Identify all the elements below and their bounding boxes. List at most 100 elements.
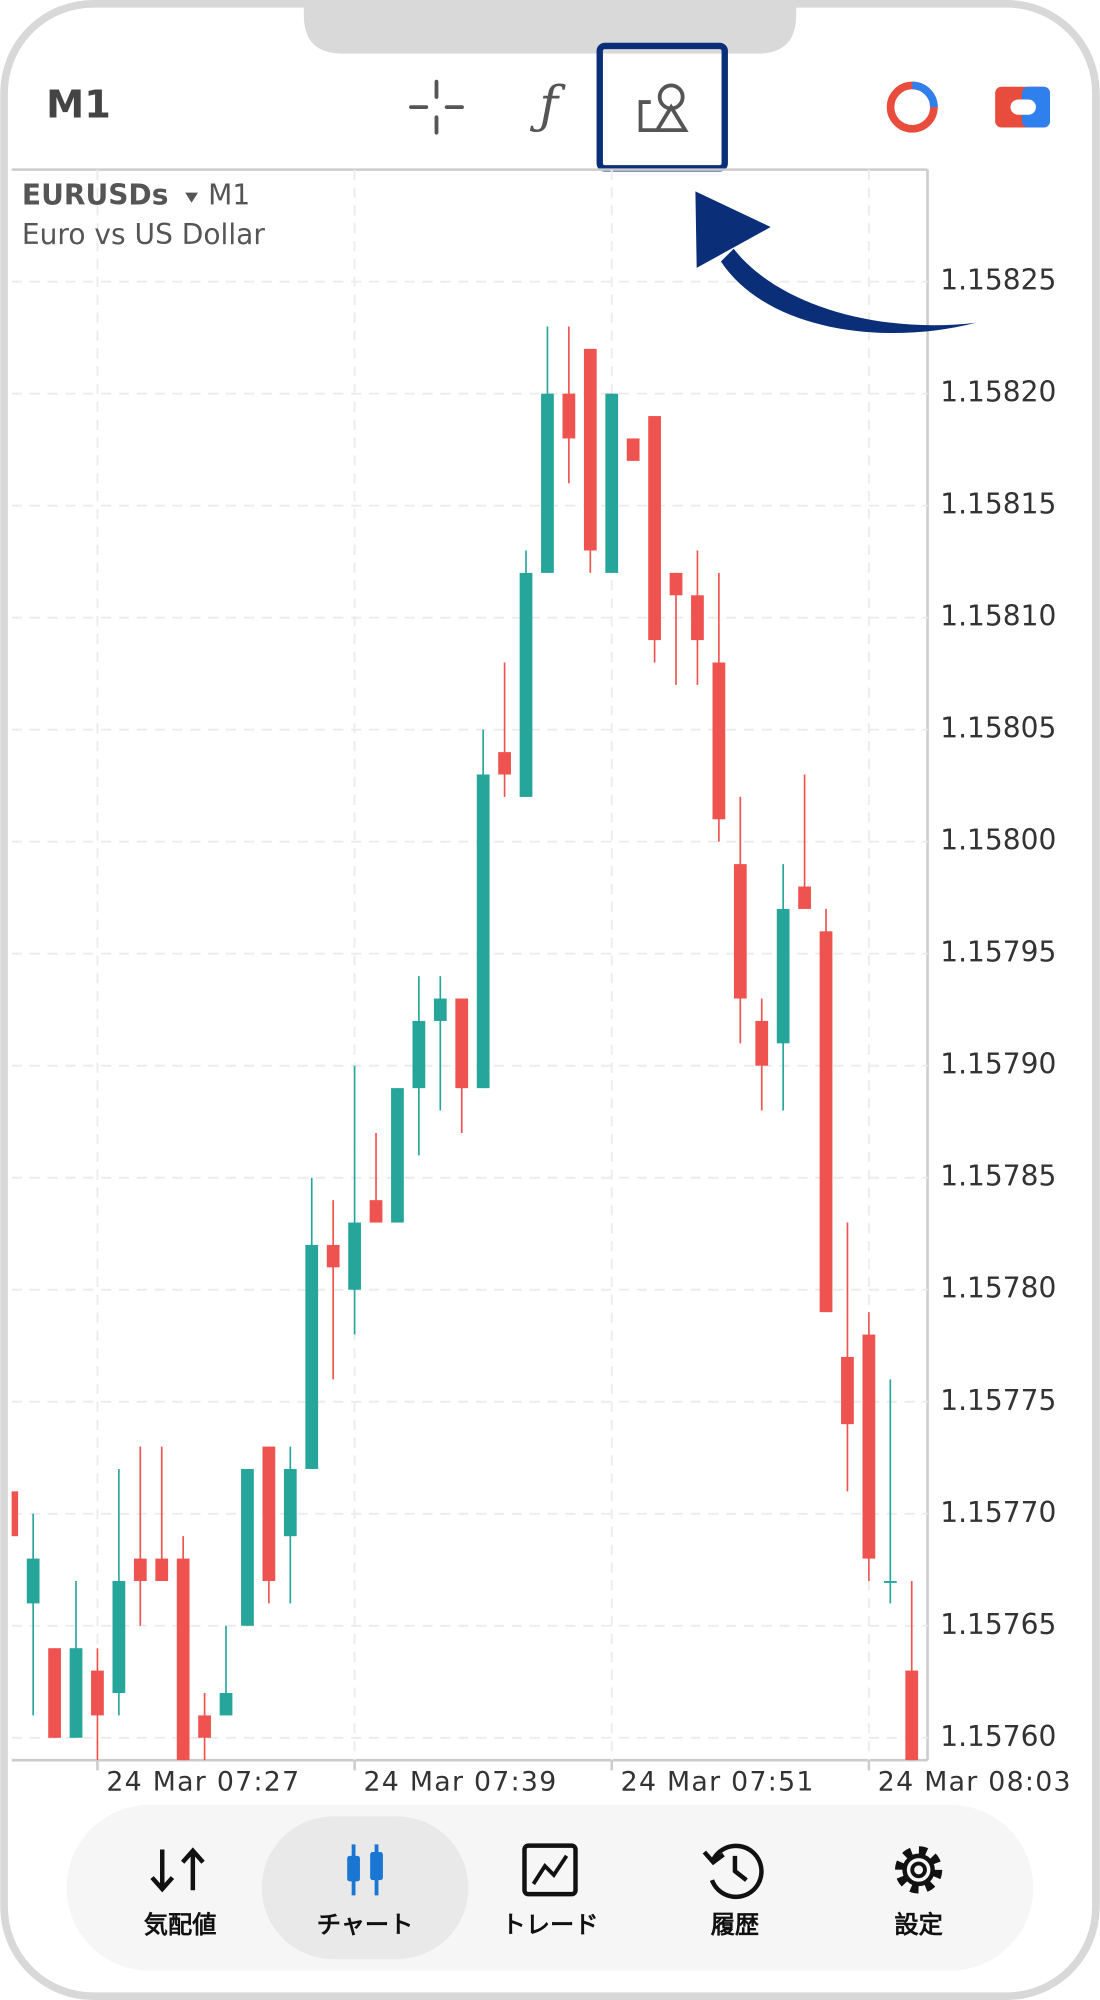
candle-body xyxy=(112,1580,126,1693)
symbol[interactable]: EURUSDs xyxy=(22,178,168,211)
timeframe-button[interactable]: M1 xyxy=(46,83,111,128)
tab[interactable]: 履歴 xyxy=(702,1843,764,1939)
notch xyxy=(303,0,797,54)
tab-highlight xyxy=(261,1816,469,1960)
y-tick-label: 1.15810 xyxy=(940,600,1056,633)
candle-body xyxy=(305,1244,319,1469)
candle-body xyxy=(905,1670,919,1761)
x-tick-label: 24 Mar 07:51 xyxy=(621,1767,815,1798)
candle-body xyxy=(176,1558,190,1761)
candle-body xyxy=(776,908,790,1044)
y-tick-label: 1.15765 xyxy=(940,1608,1056,1641)
tab-icon xyxy=(910,1861,927,1879)
tab-label: トレード xyxy=(502,1911,599,1939)
candle-body xyxy=(798,886,811,909)
tab-label: 履歴 xyxy=(711,1911,759,1939)
y-tick-label: 1.15785 xyxy=(940,1160,1056,1193)
candle-body xyxy=(862,1334,876,1559)
one-click-trading-button[interactable] xyxy=(886,81,938,133)
candle-body xyxy=(648,416,661,641)
y-tick-label: 1.15800 xyxy=(940,824,1056,857)
candle-body xyxy=(562,393,576,439)
x-tick-label: 24 Mar 08:03 xyxy=(878,1767,1072,1798)
y-tick-label: 1.15795 xyxy=(940,936,1056,969)
candle-body xyxy=(541,393,554,573)
candle-body xyxy=(433,998,447,1021)
y-tick-label: 1.15820 xyxy=(940,376,1056,409)
tabs: 気配値 チャート トレード 履歴 設定 xyxy=(144,1816,944,1960)
tab-bar xyxy=(66,1804,1034,1971)
candle-body xyxy=(26,1558,40,1604)
candle-body xyxy=(133,1558,147,1581)
y-tick-label: 1.15805 xyxy=(940,712,1056,745)
candle-body xyxy=(11,1491,19,1537)
x-tick-label: 24 Mar 07:27 xyxy=(106,1767,300,1798)
tab-icon xyxy=(902,1853,935,1887)
symbol-description: Euro vs US Dollar xyxy=(22,218,265,251)
candle-body xyxy=(219,1692,233,1716)
chart-timeframe: M1 xyxy=(208,178,250,211)
candle-body xyxy=(583,348,597,551)
tab[interactable]: 設定 xyxy=(894,1846,944,1939)
crosshair-button[interactable] xyxy=(409,79,464,135)
tab-icon xyxy=(347,1855,360,1882)
candle-body xyxy=(48,1648,61,1738)
tab-icon xyxy=(702,1850,748,1882)
tab-icon xyxy=(531,1854,569,1885)
candle-body xyxy=(262,1446,276,1581)
candle-body xyxy=(455,998,469,1089)
tab[interactable]: トレード xyxy=(502,1843,599,1939)
candle-body xyxy=(841,1356,854,1425)
y-tick-label: 1.15790 xyxy=(940,1048,1056,1081)
symbol-dropdown-icon xyxy=(185,192,198,203)
candle-body xyxy=(712,662,726,820)
candle-body xyxy=(605,393,619,573)
candle-body xyxy=(391,1088,404,1223)
candle-body xyxy=(883,1580,897,1583)
x-tick-label: 24 Mar 07:39 xyxy=(364,1767,558,1798)
tab-icon xyxy=(522,1843,578,1897)
y-tick-label: 1.15760 xyxy=(940,1720,1056,1753)
candle-body xyxy=(519,572,533,797)
candle-body xyxy=(669,572,683,596)
tab[interactable]: チャート xyxy=(261,1816,469,1960)
tab-label: 気配値 xyxy=(144,1911,217,1939)
candle-body xyxy=(241,1468,254,1626)
candle-body xyxy=(155,1558,169,1581)
objects-button[interactable] xyxy=(638,83,689,133)
candle-body xyxy=(498,752,511,775)
candle-body xyxy=(198,1715,211,1738)
candles xyxy=(11,326,919,1761)
y-tick-label: 1.15775 xyxy=(940,1384,1056,1417)
tab-icon xyxy=(709,1843,764,1900)
annotation-arrow xyxy=(695,191,977,333)
candle-body xyxy=(819,931,833,1313)
candle-body xyxy=(691,595,704,641)
y-tick-label: 1.15780 xyxy=(940,1272,1056,1305)
tab-icon xyxy=(370,1852,383,1881)
candle-body xyxy=(369,1200,383,1223)
candle-body xyxy=(326,1244,340,1268)
trade-button[interactable] xyxy=(995,86,1050,128)
candle-body xyxy=(755,1020,769,1066)
tab-icon xyxy=(150,1847,205,1893)
candle-body xyxy=(69,1648,83,1738)
tab[interactable]: 気配値 xyxy=(144,1847,217,1939)
tab-label: 設定 xyxy=(894,1911,943,1939)
candle-body xyxy=(91,1670,104,1716)
y-tick-label: 1.15825 xyxy=(940,264,1056,297)
candle-body xyxy=(626,438,640,461)
y-tick-label: 1.15770 xyxy=(940,1496,1056,1529)
axes: 1.15760 1.15765 1.15770 1.15775 1.15780 1.157… xyxy=(96,264,1072,1798)
grid xyxy=(11,169,928,1761)
tab-label: チャート xyxy=(317,1911,414,1939)
candle-body xyxy=(283,1468,297,1537)
tab-icon xyxy=(895,1846,943,1894)
candle-body xyxy=(348,1222,361,1290)
candle-body xyxy=(476,774,490,1089)
candle-body xyxy=(412,1020,426,1089)
candle-body xyxy=(733,864,747,999)
